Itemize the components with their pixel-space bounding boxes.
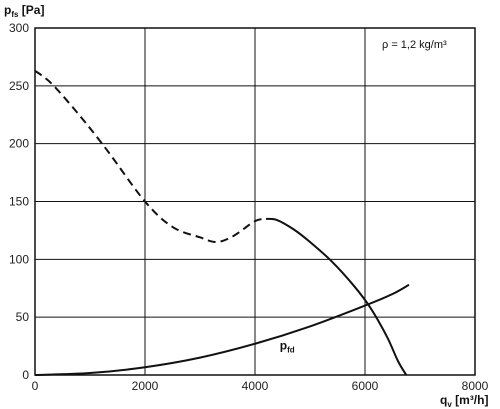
pfd-curve-label: pfd: [280, 339, 295, 355]
y-tick-label: 300: [9, 21, 29, 35]
x-tick-label: 4000: [242, 379, 269, 393]
pfs-unstable-dashed-line: [34, 69, 267, 243]
series-lines: [34, 69, 410, 376]
y-tick-label: 250: [9, 79, 29, 93]
y-tick-label: 150: [9, 195, 29, 209]
x-axis-label: qv [m³/h]: [440, 393, 488, 409]
grid-lines: [35, 28, 475, 375]
density-annotation: ρ = 1,2 kg/m³: [382, 39, 447, 51]
pfd-line: [34, 283, 410, 376]
y-axis-label: pfs [Pa]: [4, 3, 44, 19]
x-tick-label: 6000: [352, 379, 379, 393]
y-tick-label: 200: [9, 137, 29, 151]
x-tick-label: 2000: [132, 379, 159, 393]
y-tick-label: 0: [22, 368, 29, 382]
y-tick-label: 100: [9, 252, 29, 266]
x-tick-label: 8000: [462, 379, 489, 393]
y-tick-label: 50: [16, 310, 30, 324]
pfs-stable-line: [265, 217, 408, 376]
tick-labels: 0 2000 4000 6000 8000 0 50 100 150 200 250 300: [9, 21, 489, 393]
x-tick-label: 0: [32, 379, 39, 393]
